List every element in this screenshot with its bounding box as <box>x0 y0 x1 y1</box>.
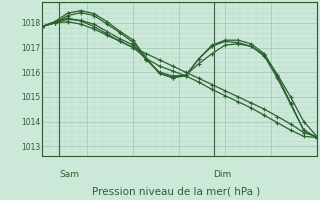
Text: Pression niveau de la mer( hPa ): Pression niveau de la mer( hPa ) <box>92 186 260 196</box>
Text: Dim: Dim <box>214 170 232 179</box>
Text: Sam: Sam <box>60 170 79 179</box>
